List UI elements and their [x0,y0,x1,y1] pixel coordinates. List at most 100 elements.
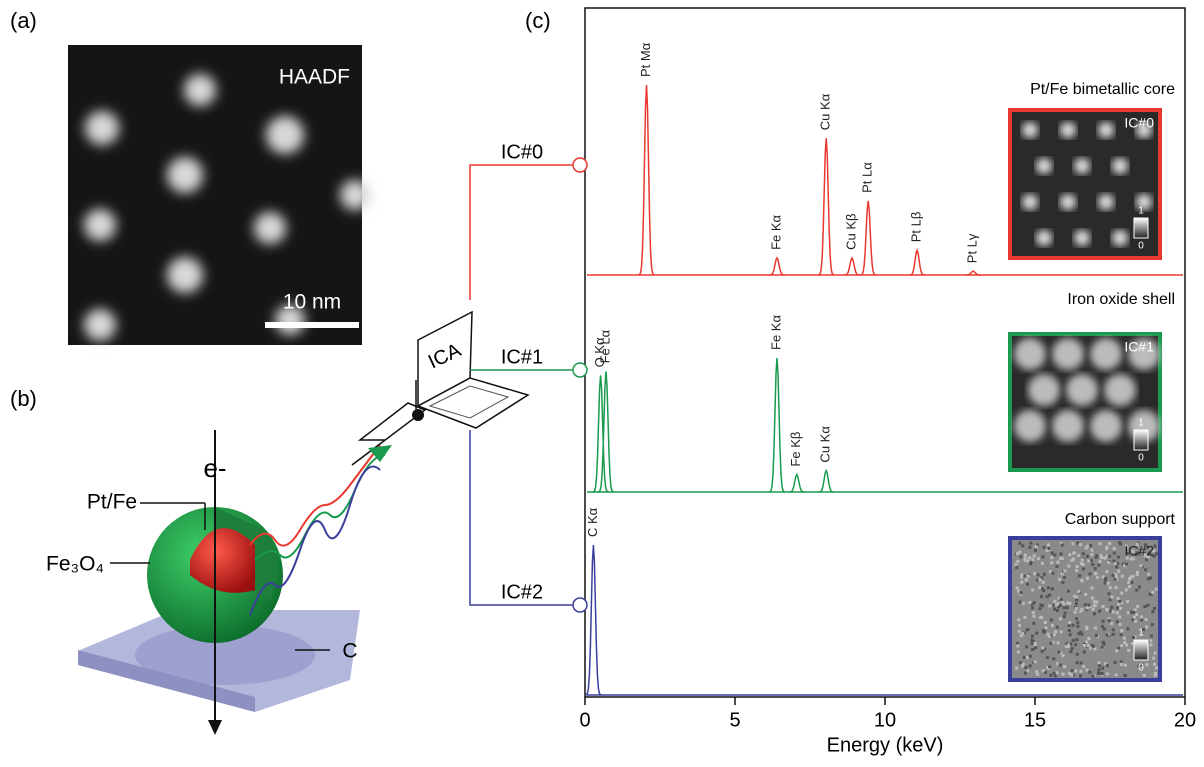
noise [1126,600,1130,604]
noise [1118,541,1122,545]
noise [1022,574,1026,578]
noise [1055,671,1059,675]
peak-label: Cu Kα [818,93,833,130]
noise [1052,657,1056,661]
noise [1118,615,1122,619]
haadf-image [68,45,370,345]
noise [1035,543,1039,547]
beam-label: e- [203,453,226,483]
noise [1015,566,1019,570]
noise [1089,559,1093,563]
noise [1085,668,1089,672]
noise [1059,603,1063,607]
noise [1072,551,1076,555]
noise [1095,600,1099,604]
noise [1132,610,1136,614]
noise [1152,549,1156,553]
noise [1033,643,1037,647]
noise [1038,586,1042,590]
noise [1024,578,1028,582]
noise [1045,595,1049,599]
noise [1132,615,1136,619]
connector-node [572,157,588,173]
noise [1120,644,1124,648]
spectrum-peak [585,544,602,696]
noise [1110,595,1114,599]
x-tick-label: 15 [1024,709,1046,731]
noise [1131,549,1135,553]
noise [1034,646,1038,650]
noise [1017,618,1021,622]
noise [1055,662,1059,666]
noise [1043,670,1047,674]
noise [1115,611,1119,615]
noise [1109,609,1113,613]
peak-label: Cu Kβ [843,214,858,250]
inset-title: Carbon support [1065,511,1176,528]
noise [1016,644,1020,648]
connector [469,430,578,606]
noise [1080,558,1084,562]
noise [1127,580,1131,584]
noise [1067,589,1071,593]
noise [1075,617,1079,621]
colorbar [1133,429,1149,451]
noise [1041,646,1045,650]
noise [1032,554,1036,558]
noise [1023,615,1027,619]
noise [1116,561,1120,565]
peak-label: Fe Lα [597,329,612,363]
noise [1133,635,1137,639]
noise [1098,609,1102,613]
noise [1067,623,1071,627]
noise [1042,545,1046,549]
noise [1050,623,1054,627]
noise [1150,623,1154,627]
noise [1140,618,1144,622]
noise [1053,599,1057,603]
noise [1123,663,1127,667]
noise [1088,670,1092,674]
peak-label: Pt Lγ [965,233,980,263]
component-label: IC#1 [501,346,543,368]
noise [1056,602,1060,606]
noise [1044,626,1048,630]
noise [1040,649,1044,653]
noise [1052,633,1056,637]
noise [1062,575,1066,579]
noise [1105,633,1109,637]
noise [1085,606,1089,610]
noise [1090,553,1094,557]
peak-label: Fe Kα [768,315,783,350]
particle [1060,122,1076,138]
noise [1116,602,1120,606]
inset-title: Pt/Fe bimetallic core [1030,81,1175,98]
noise [1106,581,1110,585]
noise [1019,555,1023,559]
inset-label: IC#2 [1124,543,1154,559]
inset-title: Iron oxide shell [1067,291,1175,308]
noise [1062,606,1066,610]
noise [1081,563,1085,567]
noise [1028,556,1032,560]
noise [1061,654,1065,658]
noise [1080,578,1084,582]
noise [1117,646,1121,650]
noise [1046,586,1050,590]
noise [1112,559,1116,563]
noise [1020,575,1024,579]
colorbar-tick-label: 1 [1138,206,1144,217]
noise [1079,669,1083,673]
noise [1042,628,1046,632]
noise [1117,569,1121,573]
noise [1060,601,1064,605]
noise [1095,575,1099,579]
noise [1054,630,1058,634]
noise [1144,568,1148,572]
particle [1104,374,1136,406]
noise [1091,607,1095,611]
noise [1120,629,1124,633]
noise [1041,580,1045,584]
spectrum-peak [769,256,785,276]
noise [1050,587,1054,591]
